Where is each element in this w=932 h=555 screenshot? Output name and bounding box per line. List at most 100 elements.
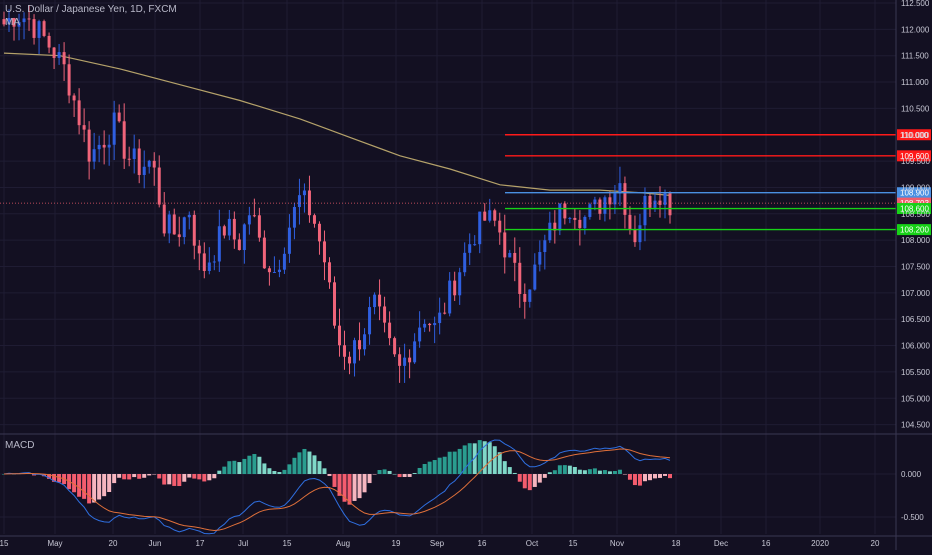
candle-body [373, 294, 377, 308]
candle-body [643, 195, 647, 226]
candle-body [503, 232, 507, 258]
macd-histogram-bar [287, 464, 292, 474]
candle-body [227, 218, 231, 236]
y-tick-label: 109.500 [901, 157, 930, 166]
x-tick-label: Sep [430, 539, 445, 548]
macd-histogram-bar [652, 474, 657, 479]
candle-body [97, 144, 101, 150]
macd-histogram-bar [227, 461, 232, 474]
candle-body [358, 340, 362, 350]
chart-title: U.S. Dollar / Japanese Yen, 1D, FXCM [5, 4, 177, 15]
macd-histogram-bar [182, 474, 187, 482]
macd-histogram-bar [77, 474, 82, 497]
candle-body [628, 214, 632, 230]
macd-histogram-bar [292, 457, 297, 474]
macd-histogram-bar [102, 474, 107, 497]
candle-body [343, 345, 347, 357]
candle-body [67, 64, 71, 96]
macd-histogram-bar [472, 443, 477, 474]
y-tick-label: 104.500 [901, 421, 930, 430]
macd-histogram-bar [137, 474, 142, 479]
macd-histogram-bar [622, 474, 627, 475]
macd-histogram-bar [437, 457, 442, 474]
macd-histogram-bar [177, 474, 182, 487]
macd-histogram-bar [147, 474, 152, 476]
macd-histogram-bar [72, 474, 77, 493]
candle-body [483, 211, 487, 221]
macd-histogram-bar [352, 474, 357, 501]
level-label-resistance: 109.600 [900, 152, 929, 161]
y-tick-label: 107.000 [901, 289, 930, 298]
candle-body [192, 214, 196, 246]
macd-histogram-bar [322, 468, 327, 474]
macd-histogram-bar [387, 470, 392, 474]
candle-body [272, 272, 276, 274]
macd-histogram-bar [342, 474, 347, 502]
macd-histogram-bar [82, 474, 87, 499]
macd-y-tick-label: -0.500 [901, 513, 924, 522]
macd-histogram-bar [412, 473, 417, 474]
macd-histogram-bar [577, 469, 582, 474]
candle-body [438, 312, 442, 324]
macd-histogram-bar [367, 474, 372, 484]
macd-histogram-bar [392, 473, 397, 475]
macd-histogram-bar [222, 466, 227, 474]
x-tick-label: Jul [238, 539, 248, 548]
candle-body [187, 214, 191, 218]
x-tick-label: Dec [714, 539, 728, 548]
candle-body [478, 211, 482, 245]
macd-histogram-bar [87, 474, 92, 504]
macd-histogram-bar [152, 474, 157, 475]
x-tick-label: May [47, 539, 62, 548]
candle-body [488, 210, 492, 221]
macd-histogram-bar [357, 474, 362, 499]
y-tick-label: 105.000 [901, 394, 930, 403]
candle-body [47, 35, 51, 48]
candle-body [398, 354, 402, 366]
macd-histogram-bar [157, 474, 162, 479]
candle-body [82, 125, 86, 130]
macd-histogram-bar [187, 474, 192, 478]
candle-body [277, 269, 281, 273]
candle-body [498, 220, 502, 233]
x-tick-label: 20 [109, 539, 118, 548]
macd-histogram-bar [572, 466, 577, 474]
macd-histogram-bar [477, 440, 482, 474]
macd-histogram-bar [297, 452, 302, 474]
candle-body [102, 144, 106, 148]
candle-body [282, 253, 286, 270]
level-label-bg [897, 203, 931, 215]
signal-line [3, 448, 671, 532]
y-tick-label: 108.000 [901, 236, 930, 245]
candle-body [42, 21, 46, 36]
macd-histogram-bar [402, 474, 407, 478]
macd-histogram-bar [382, 469, 387, 474]
macd-histogram-bar [532, 474, 537, 487]
macd-histogram-bar [587, 469, 592, 474]
candle-body [247, 215, 251, 225]
macd-histogram-bar [457, 448, 462, 474]
macd-histogram-bar [617, 469, 622, 474]
x-tick-label: Aug [336, 539, 350, 548]
macd-histogram-bar [452, 451, 457, 474]
macd-histogram-bar [317, 461, 322, 474]
candle-body [368, 307, 372, 335]
macd-histogram-bar [212, 474, 217, 479]
macd-histogram-bar [607, 471, 612, 474]
macd-histogram-bar [57, 474, 62, 483]
macd-histogram-bar [112, 474, 117, 484]
macd-histogram-bar [337, 474, 342, 496]
macd-histogram-bar [427, 461, 432, 474]
macd-histogram-bar [47, 474, 52, 479]
macd-histogram-bar [257, 456, 262, 474]
macd-layer [2, 439, 672, 535]
candle-body [338, 325, 342, 346]
candle-body [453, 280, 457, 296]
candle-body [147, 160, 151, 167]
macd-histogram-bar [537, 474, 542, 483]
candle-body [608, 197, 612, 205]
macd-histogram-bar [332, 474, 337, 487]
